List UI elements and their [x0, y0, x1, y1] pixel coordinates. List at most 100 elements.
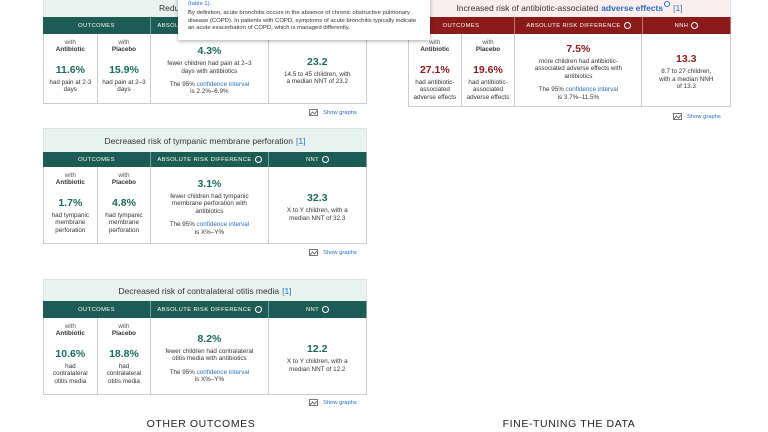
with-label: with	[429, 39, 441, 46]
graph-icon	[309, 249, 318, 256]
table-header: OUTCOMES ABSOLUTE RISK DIFFERENCE NNT	[43, 301, 367, 318]
title-text: Decreased risk of tympanic membrane perf…	[104, 135, 294, 146]
outcome-desc: had pain at 2–3 days	[102, 78, 146, 94]
ard-cell: 3.1% fewer children had tympanic membrane…	[151, 167, 269, 243]
ci-range: is 2.2%–6.9%	[190, 88, 229, 96]
reference-link[interactable]: [1]	[673, 3, 683, 13]
outcome-value: 27.1%	[419, 63, 450, 76]
header-text: ABSOLUTE RISK DIFFERENCE	[526, 22, 621, 29]
outcome-cell: with Placebo 19.6% had antibiotic-associate…	[462, 34, 516, 106]
show-graphs-link[interactable]: Show graphs	[309, 109, 357, 116]
info-icon[interactable]	[254, 156, 262, 163]
tooltip: (table 1). By definition, acute bronchiti…	[178, 0, 430, 40]
card: Decreased risk of tympanic membrane perf…	[43, 0, 367, 432]
ci-link[interactable]: confidence interval	[196, 221, 250, 229]
outcome-value: 15.9%	[109, 63, 139, 76]
table-header: OUTCOMES ABSOLUTE RISK DIFFERENCE NNH	[408, 17, 731, 34]
tooltip-link[interactable]: (table 1).	[188, 1, 212, 7]
outcome-desc: had pain at 2-3 days	[49, 78, 92, 94]
header-cell: OUTCOMES	[43, 152, 151, 167]
group-label: Placebo	[111, 46, 137, 54]
ci-prefix: The 95%	[169, 81, 195, 88]
info-icon[interactable]	[254, 306, 262, 313]
outcome-value: 1.7%	[58, 196, 83, 209]
graph-icon	[673, 113, 682, 120]
nnt-desc: X to Y children, with a median NNT of 12…	[286, 358, 348, 373]
ard-value: 7.5%	[566, 42, 591, 55]
nnt-desc: X to Y children, with a median NNT of 32…	[286, 207, 348, 222]
nnt-value: 23.2	[307, 55, 328, 68]
ard-desc: fewer children had contralateral otitis …	[165, 347, 254, 363]
nnt-desc: 14.5 to 45 children, with a median NNT o…	[284, 70, 351, 85]
info-icon[interactable]	[322, 156, 330, 163]
nnt-cell: 32.3 X to Y children, with a median NNT o…	[269, 167, 366, 243]
outcome-desc: had tympanic membrane perforation	[51, 211, 90, 234]
table-header: OUTCOMES ABSOLUTE RISK DIFFERENCE NNT	[43, 152, 367, 167]
with-label: with	[118, 39, 130, 46]
ard-desc: fewer children had pain at 2–3 days with…	[167, 60, 252, 75]
nnt-value: 12.2	[307, 343, 328, 356]
section-heading: FINE-TUNING THE DATA	[502, 418, 636, 430]
header-text: NNH	[674, 22, 689, 29]
ci-link[interactable]: confidence interval	[196, 81, 250, 88]
header-text: OUTCOMES	[78, 156, 115, 163]
table-body: with Antibiotic 10.6% had contralateral oti…	[43, 318, 367, 395]
info-icon[interactable]	[691, 22, 699, 29]
outcome-cell: with Antibiotic 10.6% had contralateral oti…	[44, 318, 98, 394]
group-label: Placebo	[111, 179, 137, 187]
info-icon[interactable]	[623, 22, 631, 29]
reference-link[interactable]: [1]	[296, 135, 306, 146]
show-graphs-link[interactable]: Show graphs	[309, 399, 357, 406]
outcome-desc: had tympanic membrane perforation	[105, 211, 143, 234]
ci-link[interactable]: confidence interval	[196, 368, 250, 376]
with-label: with	[118, 172, 130, 179]
show-graphs-text[interactable]: Show graphs	[323, 249, 357, 256]
ard-desc: more children had antibiotic-associated …	[534, 57, 623, 80]
ard-cell: 4.3% fewer children had pain at 2–3 days …	[151, 34, 269, 103]
header-cell: ABSOLUTE RISK DIFFERENCE	[151, 301, 269, 318]
title-text: Decreased risk of contralateral otitis m…	[118, 285, 280, 296]
title-text: Redu	[159, 3, 180, 13]
ci-prefix: The 95%	[169, 368, 195, 376]
nnt-cell: 13.3 8.7 to 27 children, with a median NN…	[642, 34, 730, 106]
info-icon	[664, 1, 671, 7]
ci-line: The 95% confidence interval	[170, 81, 249, 88]
ard-cell: 7.5% more children had antibiotic-associa…	[515, 34, 643, 106]
header-text: NNT	[305, 306, 320, 313]
ci-range: is X%–Y%	[194, 228, 225, 236]
show-graphs-text[interactable]: Show graphs	[323, 109, 357, 116]
ci-line: The 95% confidence interval	[170, 369, 249, 376]
ard-value: 4.3%	[197, 45, 222, 58]
group-label: Antibiotic	[55, 179, 85, 187]
show-graphs-link[interactable]: Show graphs	[673, 113, 721, 120]
card-title: Decreased risk of tympanic membrane perf…	[43, 128, 367, 152]
header-cell: ABSOLUTE RISK DIFFERENCE	[151, 152, 269, 167]
nnt-value: 13.3	[676, 53, 697, 66]
nnt-value: 32.3	[307, 192, 328, 205]
table-body: with Antibiotic 11.6% had pain at 2-3 days w…	[43, 34, 367, 104]
outcome-cell: with Placebo 4.8% had tympanic membrane per…	[98, 167, 152, 243]
ard-desc: fewer children had tympanic membrane per…	[170, 192, 249, 215]
header-cell: NNT	[269, 301, 367, 318]
reference-link[interactable]: [1]	[282, 285, 292, 296]
outcome-desc: had antibiotic-associated adverse effect…	[413, 78, 457, 101]
title-emphasis: adverse effects	[601, 3, 664, 13]
ci-link[interactable]: confidence interval	[565, 86, 619, 94]
ci-prefix: The 95%	[538, 86, 564, 94]
group-label: Antibiotic	[420, 46, 450, 54]
section-heading: OTHER OUTCOMES	[146, 418, 256, 430]
card: Increased risk of antibiotic-associated …	[408, 0, 731, 432]
ard-value: 3.1%	[197, 177, 222, 190]
show-graphs-text[interactable]: Show graphs	[687, 113, 721, 120]
ci-range: is 3.7%–11.5%	[557, 93, 600, 101]
header-cell: ABSOLUTE RISK DIFFERENCE	[515, 17, 643, 34]
ci-range: is X%–Y%	[194, 375, 225, 383]
nnt-desc: 8.7 to 27 children, with a median NNH of…	[659, 68, 714, 91]
with-label: with	[482, 39, 494, 46]
show-graphs-text[interactable]: Show graphs	[323, 399, 357, 406]
show-graphs-link[interactable]: Show graphs	[309, 249, 357, 256]
info-icon[interactable]	[322, 306, 330, 313]
outcome-value: 10.6%	[55, 347, 86, 360]
graph-icon	[309, 399, 318, 406]
outcome-value: 18.8%	[109, 347, 139, 360]
